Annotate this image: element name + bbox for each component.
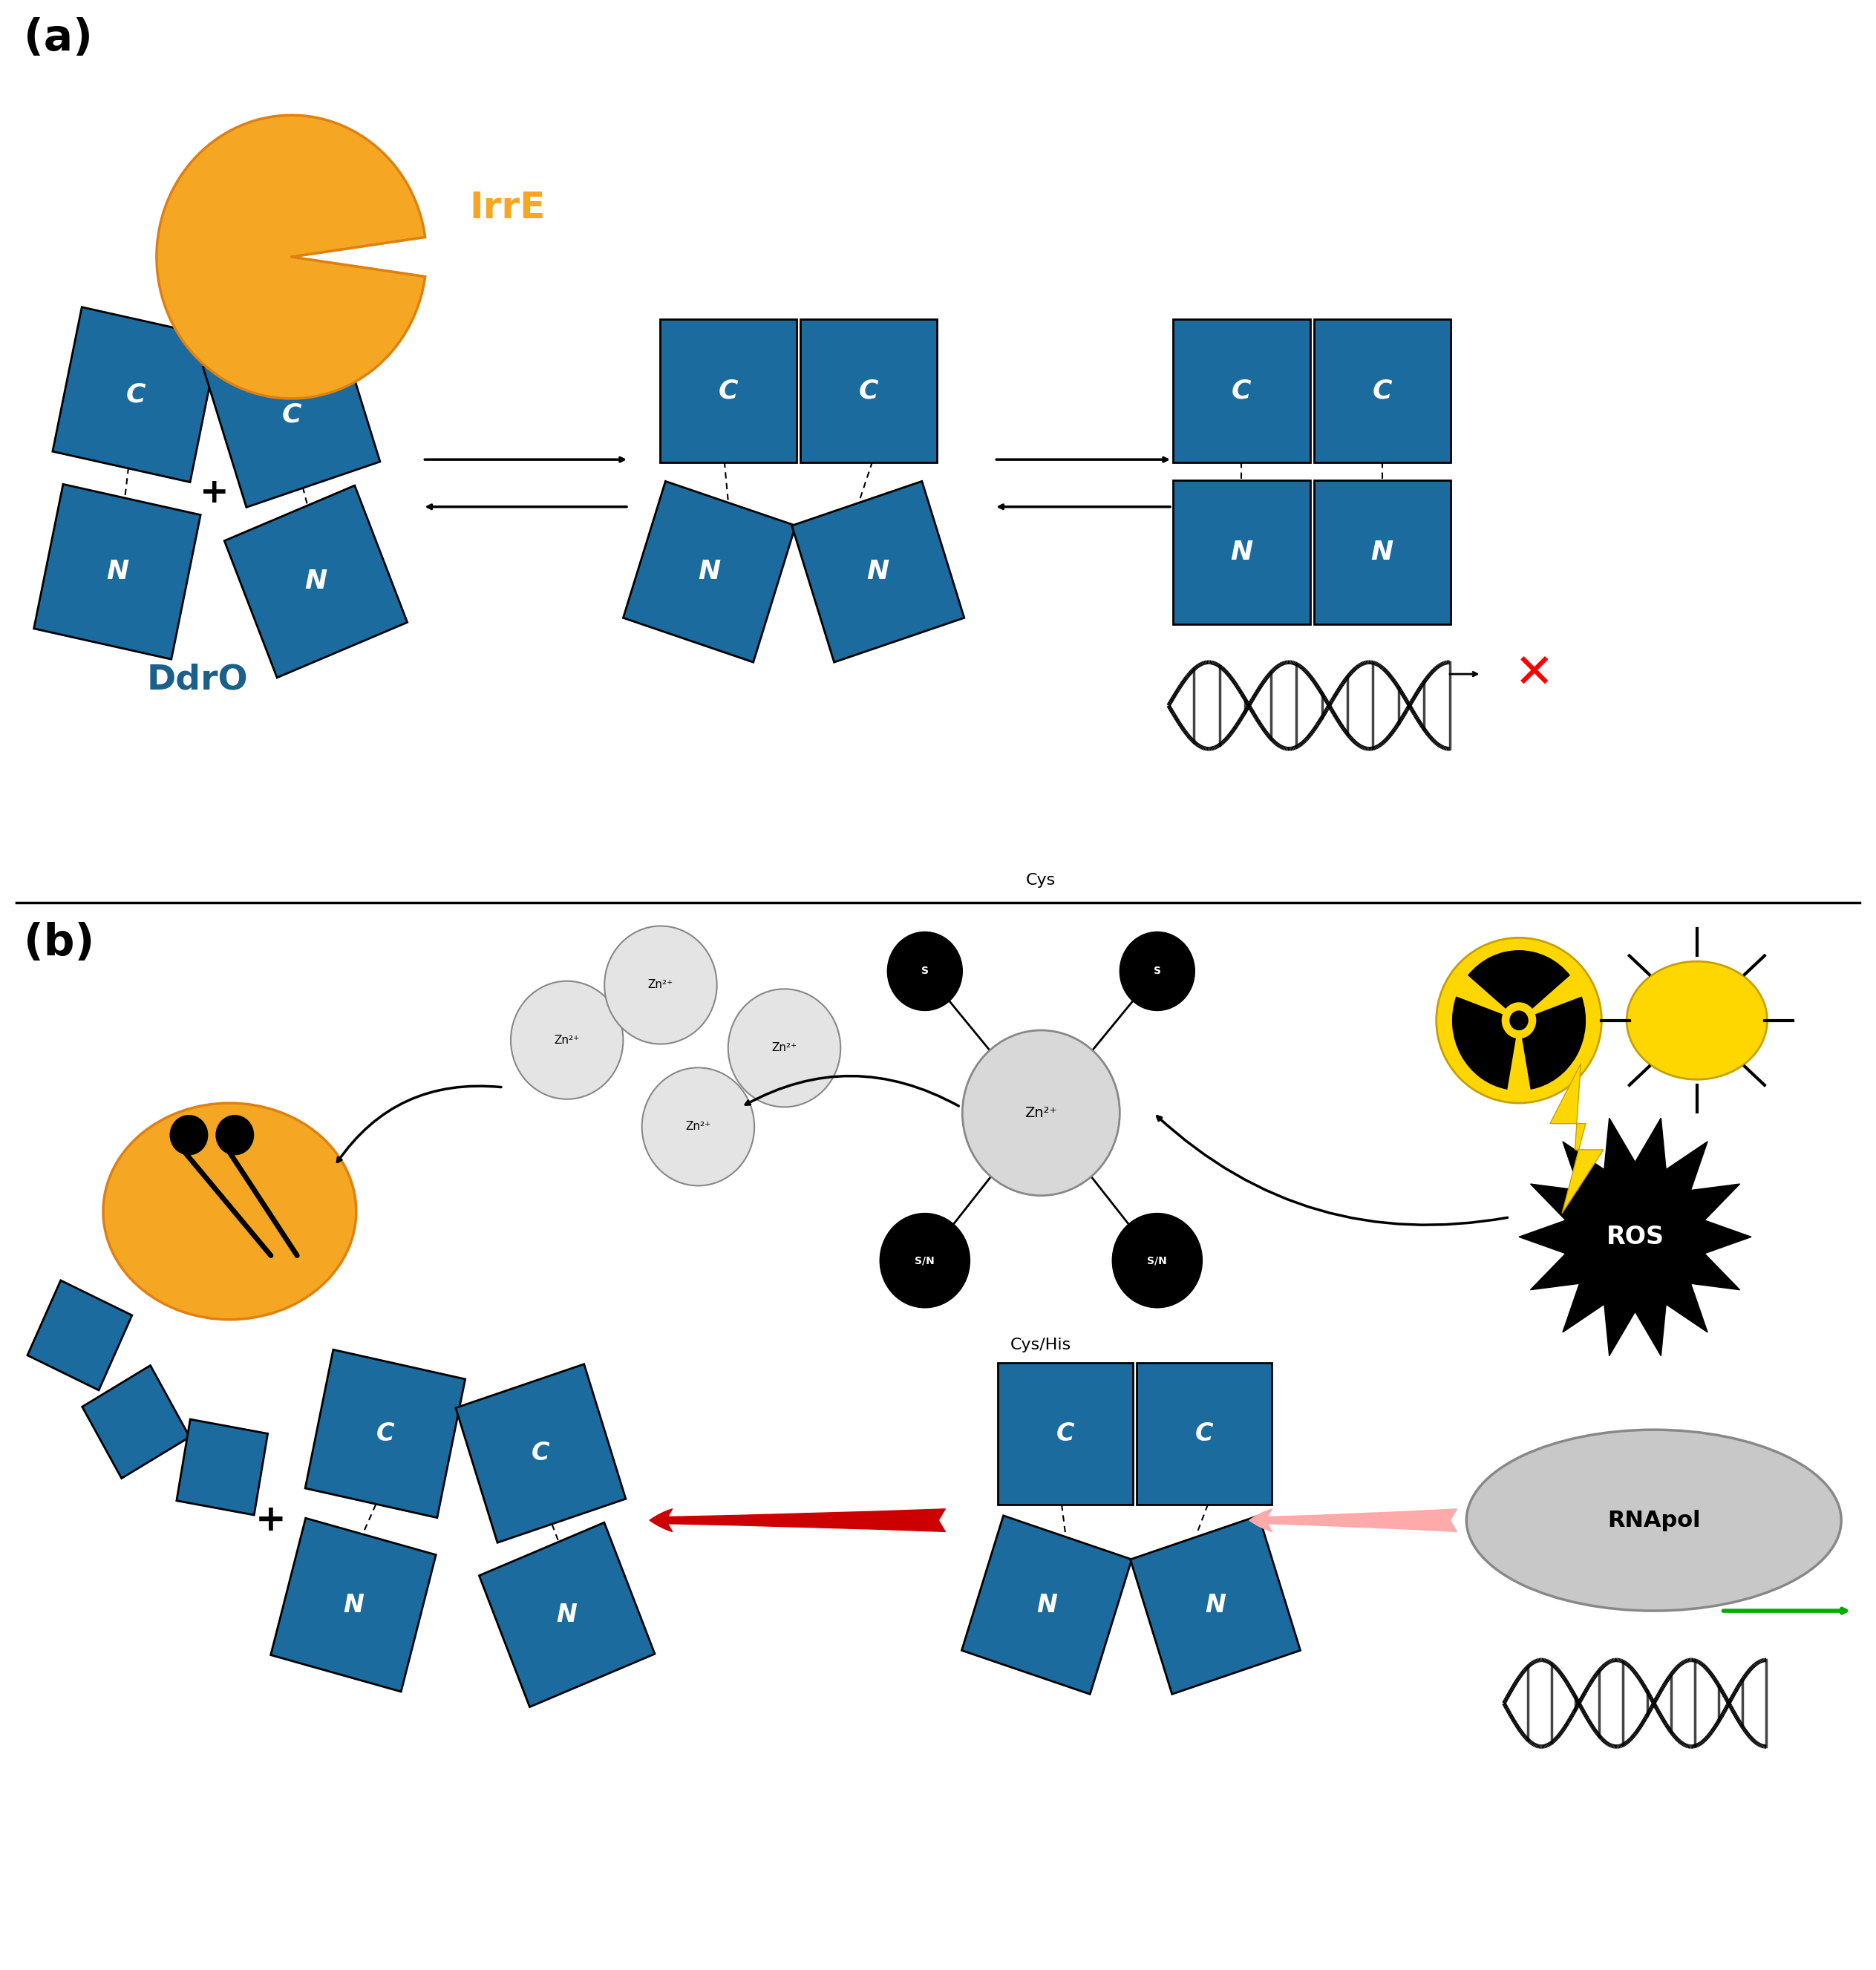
Text: Cys: Cys: [1026, 873, 1056, 888]
Text: C: C: [375, 1422, 394, 1446]
Text: S: S: [1154, 965, 1161, 977]
Text: Cys/His: Cys/His: [1011, 1338, 1071, 1353]
Circle shape: [604, 926, 717, 1044]
Text: C: C: [1195, 1422, 1214, 1446]
Circle shape: [1501, 1003, 1536, 1038]
Ellipse shape: [1467, 1430, 1840, 1611]
Polygon shape: [1550, 1064, 1604, 1214]
Bar: [176, 1418, 268, 1515]
Bar: [203, 321, 381, 508]
Circle shape: [171, 1115, 208, 1154]
Text: N: N: [1371, 540, 1394, 565]
Bar: [801, 319, 938, 463]
Bar: [53, 307, 219, 483]
Text: Zn²⁺: Zn²⁺: [553, 1034, 580, 1046]
Text: C: C: [719, 378, 737, 404]
Bar: [623, 481, 795, 662]
Circle shape: [216, 1115, 253, 1154]
Text: Zn²⁺: Zn²⁺: [647, 979, 673, 991]
Wedge shape: [1467, 950, 1570, 1020]
Text: C: C: [1056, 1422, 1075, 1446]
Text: N: N: [343, 1592, 364, 1617]
Text: C: C: [531, 1442, 550, 1466]
Text: N: N: [867, 559, 889, 585]
Text: Zn²⁺: Zn²⁺: [1024, 1105, 1058, 1121]
Bar: [962, 1515, 1131, 1694]
Text: Zn²⁺: Zn²⁺: [771, 1042, 797, 1054]
Wedge shape: [1520, 997, 1585, 1089]
Wedge shape: [156, 114, 426, 398]
Text: N: N: [698, 559, 720, 585]
Ellipse shape: [1626, 961, 1767, 1080]
Text: N: N: [1036, 1592, 1056, 1617]
Bar: [478, 1523, 655, 1706]
Bar: [456, 1363, 627, 1543]
Text: DdrO: DdrO: [146, 664, 248, 697]
Polygon shape: [1520, 1117, 1752, 1355]
Circle shape: [510, 981, 623, 1099]
Circle shape: [880, 1214, 970, 1308]
Bar: [83, 1365, 189, 1478]
Bar: [34, 485, 201, 660]
Bar: [1313, 319, 1450, 463]
Wedge shape: [1452, 997, 1520, 1089]
Text: +: +: [201, 477, 229, 510]
Text: +: +: [255, 1503, 287, 1539]
Text: (b): (b): [24, 922, 94, 965]
Text: S: S: [921, 965, 929, 977]
Bar: [28, 1280, 131, 1391]
Bar: [792, 481, 964, 662]
Circle shape: [962, 1030, 1120, 1196]
Bar: [660, 319, 797, 463]
Text: N: N: [1204, 1592, 1225, 1617]
Text: C: C: [1371, 378, 1392, 404]
Bar: [270, 1519, 435, 1692]
Text: Zn²⁺: Zn²⁺: [685, 1121, 711, 1133]
Bar: [306, 1349, 465, 1517]
Bar: [1172, 319, 1309, 463]
Text: C: C: [281, 402, 302, 427]
Text: S/N: S/N: [1148, 1255, 1167, 1265]
Ellipse shape: [103, 1103, 356, 1320]
Circle shape: [642, 1068, 754, 1186]
Circle shape: [728, 989, 840, 1107]
Text: ✕: ✕: [1514, 650, 1553, 697]
Text: ROS: ROS: [1606, 1225, 1664, 1249]
Bar: [1131, 1515, 1300, 1694]
Text: N: N: [304, 569, 326, 595]
Circle shape: [887, 932, 962, 1011]
Text: C: C: [1233, 378, 1251, 404]
Text: RNApol: RNApol: [1608, 1509, 1700, 1531]
Text: N: N: [1231, 540, 1253, 565]
Bar: [1137, 1363, 1272, 1505]
Bar: [1313, 481, 1450, 624]
Text: C: C: [859, 378, 878, 404]
Circle shape: [1120, 932, 1195, 1011]
Bar: [998, 1363, 1133, 1505]
Bar: [1172, 481, 1309, 624]
Text: S/N: S/N: [915, 1255, 934, 1265]
Circle shape: [1510, 1011, 1529, 1030]
Bar: [225, 485, 407, 678]
Circle shape: [1112, 1214, 1203, 1308]
Text: N: N: [557, 1602, 578, 1627]
Text: C: C: [126, 382, 146, 408]
Text: (a): (a): [24, 18, 92, 59]
Ellipse shape: [1437, 938, 1602, 1103]
Text: N: N: [105, 559, 128, 585]
Text: IrrE: IrrE: [469, 189, 546, 225]
